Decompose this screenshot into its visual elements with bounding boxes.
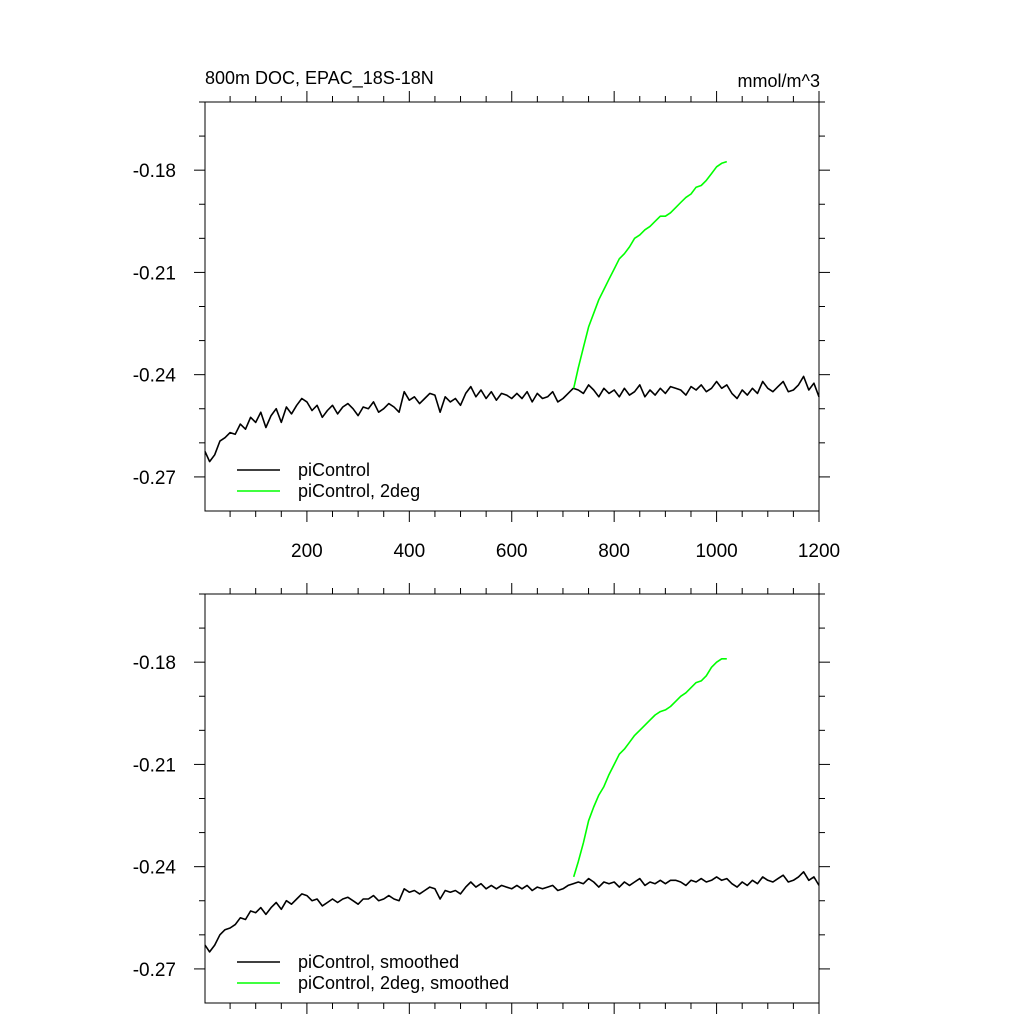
x-tick-label: 800 (598, 541, 630, 562)
chart-title: 800m DOC, EPAC_18S-18N (205, 68, 434, 89)
y-tick-label: -0.21 (133, 263, 176, 284)
legend-label: piControl, 2deg, smoothed (298, 973, 509, 993)
legend-label: piControl, smoothed (298, 952, 459, 972)
y-tick-label: -0.24 (133, 366, 177, 387)
series-layer (204, 657, 820, 953)
x-tick-label: 200 (291, 541, 323, 562)
panel-top: 800m DOC, EPAC_18S-18N mmol/m^3 -0.18-0.… (133, 68, 840, 562)
panel-bottom: -0.18 -0.21 -0.24 -0.27 piControl, smoothed… (133, 583, 830, 1014)
plot-frame (204, 101, 820, 512)
x-tick-label: 600 (496, 541, 528, 562)
legend-label: piControl (298, 460, 370, 480)
y-tick-label: -0.21 (133, 755, 176, 776)
x-tick-label: 1200 (798, 541, 840, 562)
y-tick-label: -0.24 (133, 858, 177, 879)
series-layer (204, 160, 820, 463)
series-line (572, 657, 727, 878)
y-tick-label: -0.18 (133, 653, 176, 674)
series-line (204, 375, 820, 463)
axis-ticks: -0.18 -0.21 -0.24 -0.27 200 400 600 800 1000 1200 (133, 91, 840, 562)
y-tick-label: -0.27 (133, 960, 176, 981)
x-tick-label: 1000 (695, 541, 737, 562)
x-tick-label: 400 (393, 541, 425, 562)
series-line (572, 160, 728, 389)
plot-frame (204, 593, 820, 1004)
series-line (204, 870, 820, 953)
axis-ticks: -0.18 -0.21 -0.24 -0.27 (133, 583, 830, 1014)
y-tick-label: -0.18 (133, 161, 176, 182)
y-tick-label: -0.27 (133, 468, 176, 489)
units-label: mmol/m^3 (738, 71, 820, 91)
legend-label: piControl, 2deg (298, 481, 420, 501)
